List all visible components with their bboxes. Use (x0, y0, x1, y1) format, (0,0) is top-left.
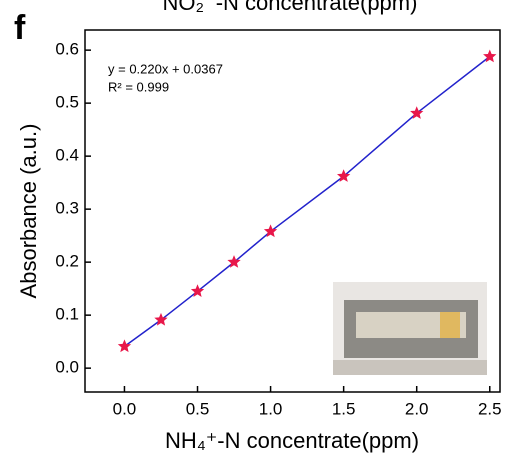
x-tick-label: 0.0 (113, 399, 137, 418)
panel-label: f (14, 9, 26, 47)
y-tick-label: 0.2 (55, 252, 79, 271)
y-tick-label: 0.0 (55, 358, 79, 377)
fit-line (124, 55, 491, 348)
point (227, 255, 241, 268)
tube-yellow (440, 312, 460, 338)
point (337, 169, 351, 182)
y-tick-label: 0.1 (55, 305, 79, 324)
r-squared: R² = 0.999 (108, 79, 169, 94)
chart-title: NO₂⁻-N concentrate(ppm) (163, 0, 418, 15)
point (263, 224, 278, 238)
x-tick-label: 0.5 (186, 399, 210, 418)
y-tick-label: 0.6 (55, 40, 79, 59)
fit-equation: y = 0.220x + 0.0367 (108, 61, 223, 76)
y-tick-label: 0.5 (55, 93, 79, 112)
plot-frame (84, 29, 501, 393)
x-tick-label: 1.0 (259, 399, 283, 418)
photo-floor (333, 360, 487, 375)
y-axis-label: Absorbance (a.u.) (16, 124, 41, 299)
point (483, 49, 497, 63)
point (154, 312, 168, 326)
x-tick-label: 2.5 (478, 399, 502, 418)
x-axis-label: NH₄⁺-N concentrate(ppm) (165, 428, 419, 453)
point (190, 284, 205, 297)
x-tick-label: 1.5 (332, 399, 356, 418)
inset-photo (333, 282, 487, 375)
point (410, 106, 424, 119)
y-tick-label: 0.4 (55, 146, 79, 165)
x-tick-label: 2.0 (405, 399, 429, 418)
y-tick-label: 0.3 (55, 199, 79, 218)
point (117, 339, 132, 353)
